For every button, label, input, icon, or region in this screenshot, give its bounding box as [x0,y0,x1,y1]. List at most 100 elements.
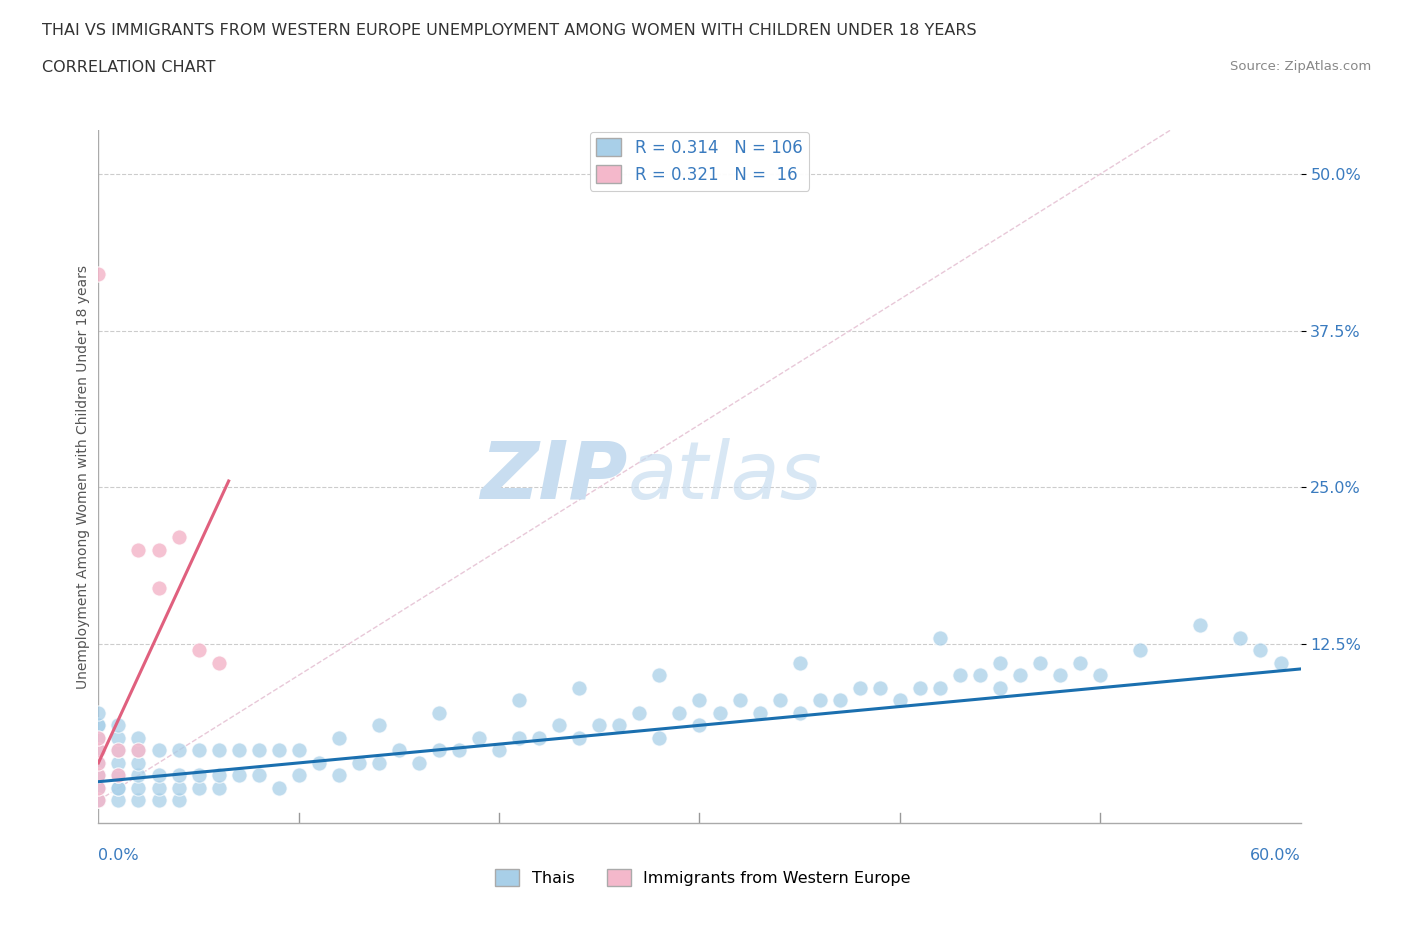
Point [208,768,231,783]
Point [167,793,190,808]
Point [949,668,972,683]
Point [828,693,851,708]
Point [929,681,952,696]
Point [1069,656,1091,671]
Point [768,693,790,708]
Point [1049,668,1071,683]
Point [368,718,391,733]
Point [87,768,110,783]
Point [87,267,110,282]
Point [648,668,671,683]
Point [368,755,391,770]
Point [87,793,110,808]
Point [908,681,931,696]
Point [228,768,250,783]
Point [187,743,209,758]
Point [609,718,631,733]
Point [87,793,110,808]
Point [148,743,170,758]
Point [1250,643,1272,658]
Point [267,743,290,758]
Text: atlas: atlas [627,438,823,515]
Point [87,755,110,770]
Point [988,656,1011,671]
Point [388,743,411,758]
Point [929,631,952,645]
Point [128,743,150,758]
Point [87,730,110,745]
Point [308,755,330,770]
Point [167,530,190,545]
Point [87,730,110,745]
Point [588,718,610,733]
Point [107,768,129,783]
Point [288,743,311,758]
Point [148,580,170,595]
Point [128,768,150,783]
Point [1189,618,1212,632]
Point [548,718,571,733]
Point [107,718,129,733]
Text: ZIP: ZIP [479,438,627,515]
Point [167,743,190,758]
Point [688,693,710,708]
Point [468,730,491,745]
Point [87,718,110,733]
Point [128,730,150,745]
Point [148,793,170,808]
Point [87,780,110,795]
Point [107,780,129,795]
Point [87,755,110,770]
Point [87,780,110,795]
Point [148,780,170,795]
Point [208,743,231,758]
Point [488,743,510,758]
Point [148,768,170,783]
Point [447,743,470,758]
Point [208,656,231,671]
Point [849,681,872,696]
Point [648,730,671,745]
Point [107,730,129,745]
Point [508,730,530,745]
Point [889,693,911,708]
Point [128,780,150,795]
Point [187,768,209,783]
Point [1270,656,1292,671]
Point [628,705,651,720]
Point [328,768,350,783]
Text: THAI VS IMMIGRANTS FROM WESTERN EUROPE UNEMPLOYMENT AMONG WOMEN WITH CHILDREN UN: THAI VS IMMIGRANTS FROM WESTERN EUROPE U… [42,23,977,38]
Point [347,755,370,770]
Point [1229,631,1251,645]
Y-axis label: Unemployment Among Women with Children Under 18 years: Unemployment Among Women with Children U… [76,265,90,688]
Point [247,743,270,758]
Point [87,768,110,783]
Point [208,780,231,795]
Point [167,768,190,783]
Point [508,693,530,708]
Point [107,743,129,758]
Point [267,780,290,795]
Point [87,718,110,733]
Point [87,743,110,758]
Point [107,768,129,783]
Point [988,681,1011,696]
Point [288,768,311,783]
Point [187,643,209,658]
Point [688,718,710,733]
Point [568,730,591,745]
Point [87,780,110,795]
Point [869,681,891,696]
Point [529,730,551,745]
Text: Source: ZipAtlas.com: Source: ZipAtlas.com [1230,60,1371,73]
Point [408,755,430,770]
Point [128,743,150,758]
Point [128,793,150,808]
Point [1010,668,1032,683]
Point [668,705,690,720]
Point [87,793,110,808]
Point [187,780,209,795]
Point [728,693,751,708]
Text: CORRELATION CHART: CORRELATION CHART [42,60,215,75]
Point [107,755,129,770]
